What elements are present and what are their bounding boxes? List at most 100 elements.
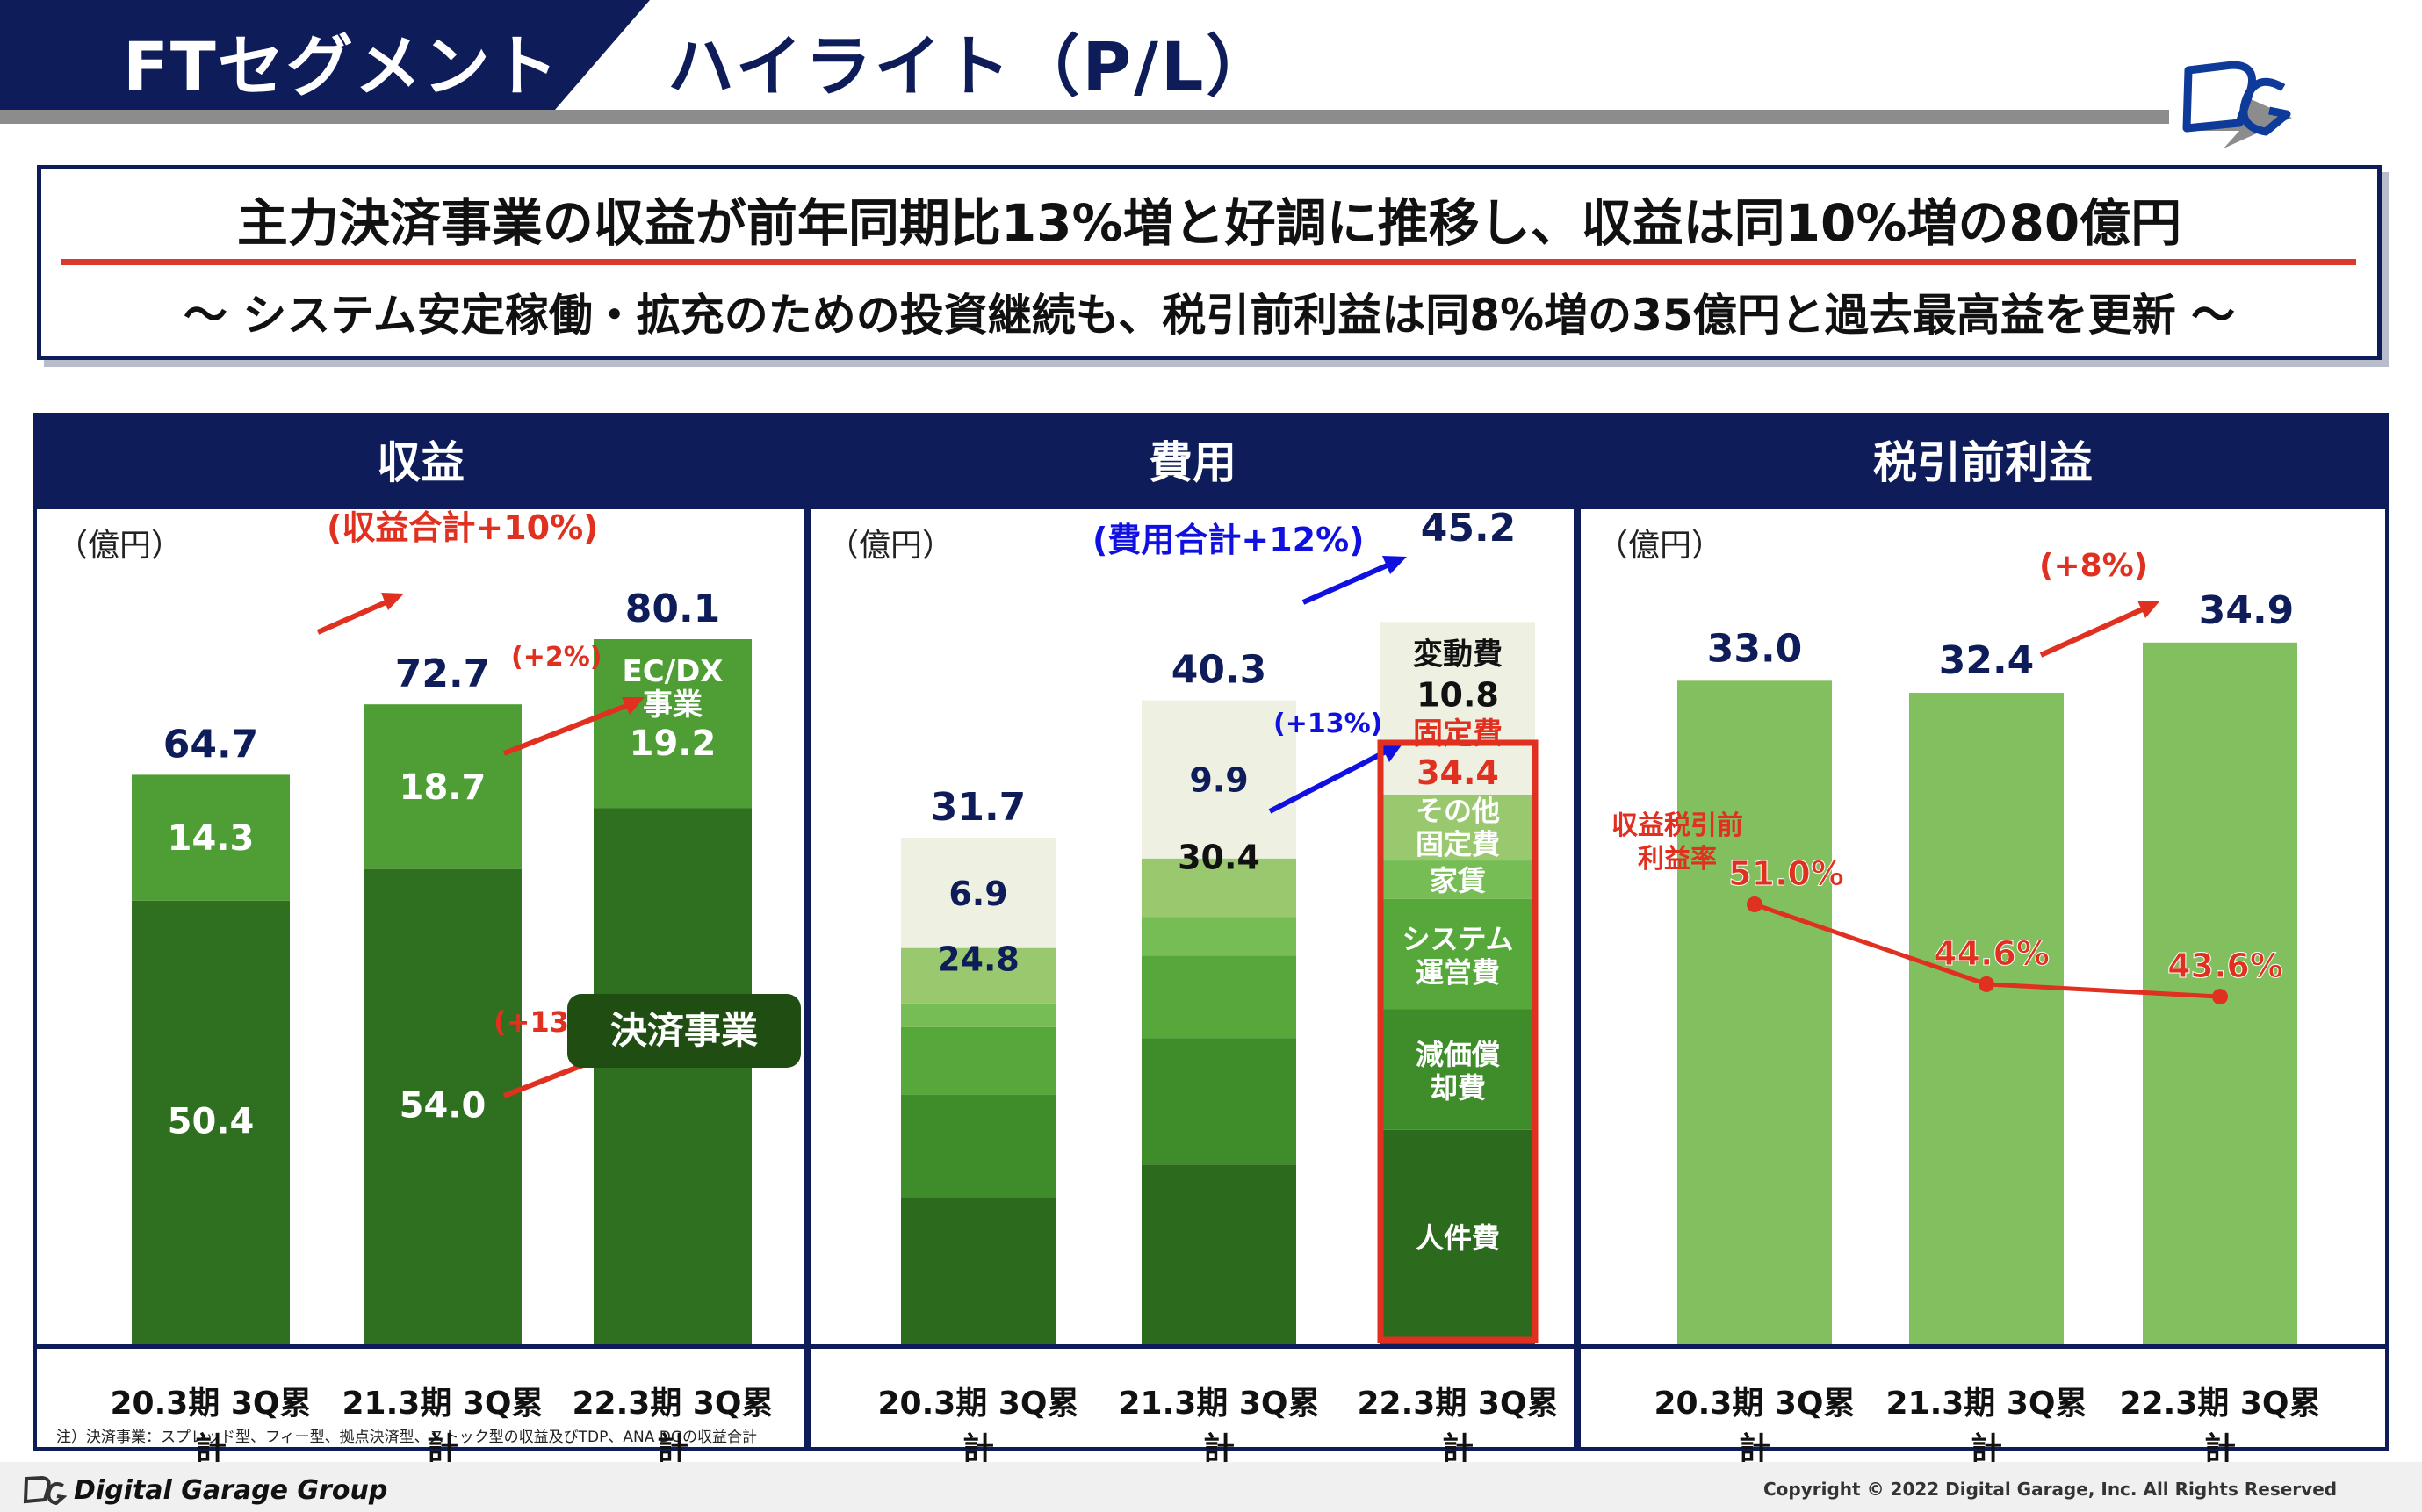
variable-cost-value-label: 10.8	[1416, 675, 1499, 714]
fixed-cost-component-bar	[1142, 1164, 1296, 1344]
rent-label: 家賃	[1430, 864, 1486, 897]
profit-annotations: (+8%) 収益税引前利益率	[1611, 548, 2160, 875]
fixed-cost-component-bar	[901, 1094, 1056, 1198]
header-band	[0, 0, 650, 110]
message-divider	[61, 259, 2356, 265]
ecdx-bar	[594, 639, 752, 809]
profit-x-axis	[1581, 1344, 2385, 1349]
fixed-cost-growth: (+13%)	[1273, 709, 1382, 739]
payment-bar	[594, 808, 752, 1344]
variable-cost-bar	[901, 838, 1056, 948]
margin-value-label: 44.6%	[1934, 934, 2050, 973]
cost-panel: 費用 （億円） 24.8 6.9 31.7 30.4 9.9 40.3 34.4 固定費 変動費…	[808, 413, 1577, 1467]
profit-x-tick-label: 22.3期 3Q累計	[2119, 1386, 2321, 1467]
fixed-cost-component-bar	[901, 1026, 1056, 1095]
revenue-panel-title: 収益	[37, 416, 804, 509]
ecdx-segment-label: EC/DX 事業	[622, 654, 723, 723]
variable-cost-label: 変動費	[1413, 637, 1503, 672]
cost-x-axis	[811, 1344, 1574, 1349]
profit-value-label: 34.9	[2199, 588, 2295, 633]
revenue-total-arrowhead	[381, 593, 404, 610]
revenue-x-tick-label: 20.3期 3Q累計	[110, 1386, 312, 1467]
profit-arrowhead	[2137, 601, 2160, 618]
fixed-cost-component-bar	[1380, 1129, 1535, 1344]
footer-bar	[0, 1462, 2422, 1512]
profit-unit-label: （億円）	[1597, 528, 1724, 564]
fixed-cost-component-bar	[1380, 1009, 1535, 1130]
fixed-cost-value-label: 30.4	[1178, 839, 1260, 877]
payment-value-label: 54.0	[400, 1085, 487, 1126]
payment-bar	[364, 868, 522, 1344]
revenue-annotations: (収益合計+10%) (+2%) (+13%) 決済事業	[316, 509, 801, 1098]
variable-cost-bar	[1380, 622, 1535, 795]
segment-title: FTセグメント	[123, 27, 560, 105]
dg-logo-icon	[2182, 61, 2291, 136]
key-message: 主力決済事業の収益が前年同期比13%増と好調に推移し、収益は同10%増の80億円	[236, 193, 2182, 253]
profit-growth: (+8%)	[2039, 548, 2148, 584]
fixed-cost-component-bar	[901, 1003, 1056, 1027]
fixed-cost-component-bar	[1142, 917, 1296, 956]
depreciation-label: 減価償却費	[1416, 1038, 1500, 1105]
variable-cost-bar	[1142, 700, 1296, 859]
revenue-total-label: 80.1	[625, 587, 721, 631]
ecdx-bar	[364, 704, 522, 869]
cost-x-tick-label: 21.3期 3Q累計	[1118, 1386, 1320, 1467]
fixed-cost-value-label: 34.4	[1416, 753, 1499, 792]
fixed-cost-component-bar	[901, 1197, 1056, 1344]
ecdx-arrowhead	[622, 697, 645, 715]
cost-total-arrow	[1301, 561, 1393, 605]
revenue-unit-label: （億円）	[56, 528, 184, 564]
fixed-cost-value-label: 24.8	[937, 940, 1020, 979]
personnel-cost-label: 人件費	[1416, 1221, 1500, 1255]
ecdx-growth: (+2%)	[511, 642, 602, 673]
fixed-cost-component-bar	[1380, 794, 1535, 861]
payment-callout-label: 決済事業	[610, 1009, 758, 1052]
revenue-x-axis	[37, 1344, 804, 1349]
revenue-total-label: 64.7	[163, 722, 259, 767]
cost-x-tick-label: 22.3期 3Q累計	[1357, 1386, 1559, 1467]
profit-x-tick-label: 20.3期 3Q累計	[1654, 1386, 1856, 1467]
cost-total-label: 31.7	[931, 785, 1027, 830]
cost-total-label: 40.3	[1171, 648, 1267, 693]
fixed-cost-arrowhead	[1380, 743, 1403, 762]
revenue-total-label: 72.7	[395, 652, 491, 696]
payment-value-label: 50.4	[168, 1101, 255, 1141]
margin-value-label: 43.6%	[2167, 947, 2283, 985]
ecdx-value-label: 18.7	[400, 767, 487, 808]
ecdx-arrow	[502, 702, 632, 756]
ecdx-bar	[132, 774, 290, 901]
revenue-panel: 収益 （億円） 50.414.364.754.018.772.760.919.2…	[33, 413, 808, 1467]
margin-value-label: 51.0%	[1728, 854, 1844, 893]
cost-growth-total: (費用合計+12%)	[1092, 521, 1365, 559]
margin-point	[1747, 896, 1762, 912]
revenue-growth-total: (収益合計+10%)	[327, 509, 599, 547]
ecdx-value-label: 14.3	[168, 818, 255, 859]
ecdx-value-label: 19.2	[630, 724, 717, 764]
revenue-x-tick-label: 22.3期 3Q累計	[572, 1386, 774, 1467]
payment-callout	[567, 994, 801, 1068]
fixed-cost-component-bar	[1142, 955, 1296, 1039]
revenue-chart: 50.414.364.754.018.772.760.919.280.1EC/D…	[132, 509, 801, 1344]
header-rule	[0, 110, 2169, 124]
revenue-total-arrow	[316, 598, 392, 635]
fixed-cost-component-bar	[901, 947, 1056, 1004]
revenue-footnote: 注）決済事業：スプレッド型、フィー型、拠点決済型、ストック型の収益及びTDP、A…	[56, 1429, 758, 1446]
footer-copyright: Copyright © 2022 Digital Garage, Inc. Al…	[1763, 1479, 2338, 1500]
fixed-cost-label: 固定費	[1413, 716, 1503, 752]
cost-total-label: 45.2	[1421, 509, 1517, 551]
sub-message: ～ システム安定稼働・拡充のための投資継続も、税引前利益は同8%増の35億円と過…	[183, 290, 2236, 341]
profit-value-label: 33.0	[1707, 626, 1803, 671]
fixed-cost-arrow	[1268, 747, 1391, 814]
cost-x-tick-label: 20.3期 3Q累計	[877, 1386, 1079, 1467]
revenue-x-tick-label: 21.3期 3Q累計	[342, 1386, 544, 1467]
margin-label: 収益税引前利益率	[1611, 810, 1743, 875]
cost-annotations: (費用合計+12%) (+13%)	[1092, 521, 1539, 1343]
footer-logo-icon	[23, 1475, 67, 1506]
profit-arrow	[2039, 605, 2148, 658]
cost-panel-title: 費用	[811, 416, 1574, 509]
profit-value-label: 32.4	[1939, 638, 2035, 683]
variable-cost-value-label: 6.9	[948, 875, 1007, 913]
profit-bar	[1909, 693, 2064, 1344]
cost-unit-label: （億円）	[827, 528, 955, 564]
